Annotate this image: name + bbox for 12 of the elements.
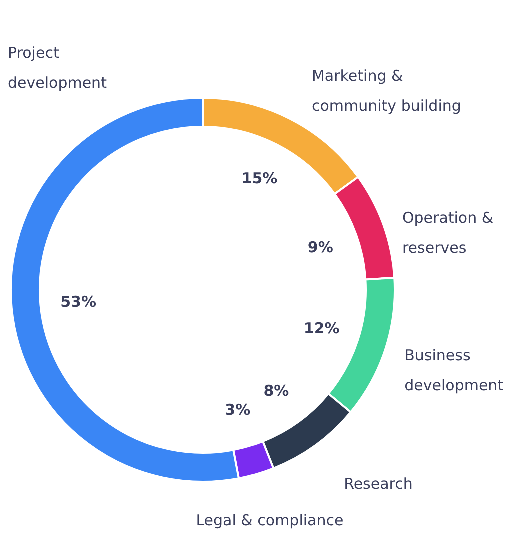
slice-label: Business development (404, 346, 504, 395)
data-label: 53% (60, 292, 97, 311)
data-label: 8% (264, 382, 290, 400)
slice-label: Operation & reserves (402, 209, 494, 258)
data-label: 15% (242, 170, 278, 188)
data-label: 3% (225, 401, 251, 420)
data-label: 9% (308, 238, 334, 257)
slice-label: Project development (8, 44, 108, 92)
data-label: 12% (304, 320, 340, 338)
slice-label: Legal & compliance (196, 511, 344, 530)
slice-label: Research (344, 475, 413, 494)
slice-label: Marketing & community building (312, 67, 462, 116)
